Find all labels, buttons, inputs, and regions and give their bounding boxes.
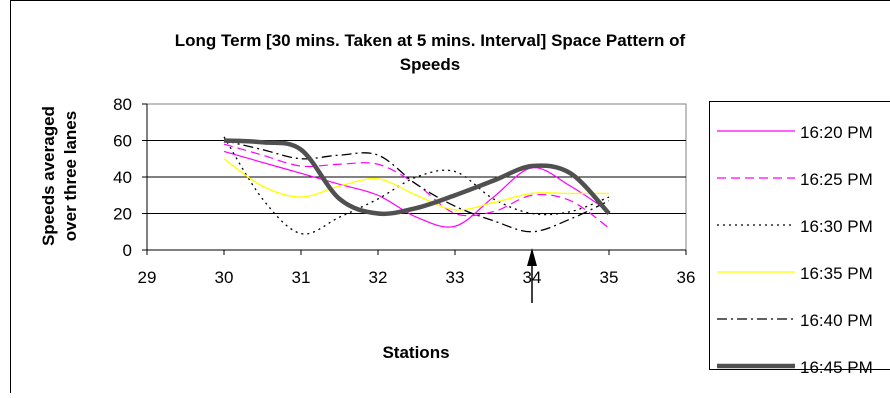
x-tick-label: 31 xyxy=(292,268,311,287)
x-axis-title: Stations xyxy=(382,343,449,362)
chart-title-line: Long Term [30 mins. Taken at 5 mins. Int… xyxy=(175,31,686,50)
legend-label: 16:25 PM xyxy=(800,170,873,189)
x-tick-label: 30 xyxy=(215,268,234,287)
legend-label: 16:30 PM xyxy=(800,217,873,236)
legend-label: 16:20 PM xyxy=(800,123,873,142)
x-tick-label: 35 xyxy=(600,268,619,287)
x-tick-label: 32 xyxy=(369,268,388,287)
y-axis-title-line: Speeds averaged xyxy=(39,106,58,246)
chart-title-line: Speeds xyxy=(400,55,460,74)
x-tick-label: 29 xyxy=(138,268,157,287)
y-tick-label: 80 xyxy=(113,95,132,114)
x-tick-label: 34 xyxy=(523,268,542,287)
y-tick-label: 60 xyxy=(113,132,132,151)
y-tick-label: 20 xyxy=(113,205,132,224)
legend-label: 16:45 PM xyxy=(800,358,873,377)
y-axis-title-line: over three lanes xyxy=(61,111,80,241)
legend: 16:20 PM 16:25 PM 16:30 PM 16:35 PM 16:40 PM… xyxy=(710,102,890,378)
legend-label: 16:40 PM xyxy=(800,311,873,330)
legend-label: 16:35 PM xyxy=(800,264,873,283)
x-tick-label: 36 xyxy=(677,268,696,287)
x-tick-label: 33 xyxy=(446,268,465,287)
y-tick-label: 40 xyxy=(113,168,132,187)
y-tick-label: 0 xyxy=(123,241,132,260)
